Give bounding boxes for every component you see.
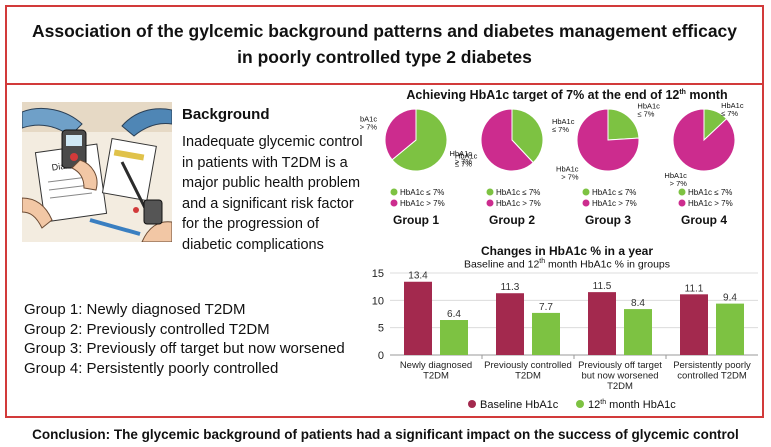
pie-group-label: Group 1	[393, 213, 439, 227]
legend-swatch-12th-month	[576, 400, 584, 408]
bar-12th-month	[440, 320, 468, 355]
bar-baseline	[680, 294, 708, 355]
y-tick-label: 15	[372, 268, 384, 280]
pie-group-label: Group 3	[585, 213, 631, 227]
bar-value-baseline: 13.4	[408, 271, 428, 282]
pie-slice-gt7	[480, 108, 534, 172]
title-banner: Association of the gylcemic background p…	[5, 5, 764, 85]
title-line-1: Association of the gylcemic background p…	[31, 21, 738, 41]
bar-baseline	[496, 293, 524, 355]
pie-slice-le7	[607, 108, 640, 141]
legend-label-le7: HbA1c ≤ 7%	[496, 188, 540, 197]
legend-label-gt7: HbA1c > 7%	[400, 199, 445, 208]
bar-chart: 0 5 10 15 13.4 6.4 Newly diagnosed T2DM 11.3 7.7 P…	[372, 268, 758, 411]
bar-chart-title: Changes in HbA1c % in a year	[480, 244, 654, 258]
legend-swatch-gt7	[486, 199, 494, 207]
y-tick-label: 5	[378, 323, 384, 335]
x-category-label: Previously controlled T2DM	[484, 360, 572, 382]
pie-label-le7: HbA1c ≤ 7%	[721, 101, 744, 118]
pie-label-le7: HbA1c ≤ 7%	[455, 151, 478, 168]
pie-group-label: Group 4	[681, 213, 727, 227]
group-item: Group 4: Persistently poorly controlled	[24, 359, 279, 377]
pie-chart-title: Achieving HbA1c target of 7% at the end …	[406, 88, 728, 102]
bar-12th-month	[716, 303, 744, 355]
legend-label-gt7: HbA1c > 7%	[592, 199, 637, 208]
y-tick-label: 0	[378, 350, 384, 362]
bar-value-12th-month: 7.7	[539, 302, 553, 313]
x-category-label: Persistently poorly controlled T2DM	[673, 360, 751, 382]
pie-label-gt7: HbA1c> 7%	[664, 171, 687, 188]
pie-slice-le7	[391, 108, 448, 172]
bar-value-baseline: 11.3	[501, 282, 520, 293]
bar-value-baseline: 11.5	[593, 281, 612, 292]
pie-slice-gt7	[576, 108, 640, 172]
pie-label-gt7: HbA1c> 7%	[450, 149, 473, 166]
pie-label-le7: HbA1c ≤ 7%	[637, 102, 660, 119]
legend-swatch-le7	[390, 188, 398, 196]
bar-12th-month	[624, 309, 652, 355]
title-line-2: in poorly controlled type 2 diabetes	[237, 47, 532, 67]
pie-label-gt7: HbA1c> 7%	[360, 115, 377, 132]
bar-12th-month	[532, 312, 560, 355]
page-title: Association of the gylcemic background p…	[32, 18, 737, 70]
pie-charts: HbA1c≤ 7%HbA1c> 7%HbA1c ≤ 7%HbA1c > 7%Gr…	[360, 101, 744, 227]
x-category-label: Newly diagnosed T2DM	[400, 360, 472, 382]
legend-label-baseline: Baseline HbA1c	[480, 399, 559, 411]
bar-baseline	[588, 292, 616, 355]
legend-label-12th-month: 12th month HbA1c	[588, 399, 676, 411]
bar-value-12th-month: 9.4	[723, 293, 737, 304]
x-category-label: Previously off target but now worsened T2D…	[578, 360, 662, 392]
legend-label-le7: HbA1c ≤ 7%	[592, 188, 636, 197]
legend-swatch-baseline	[468, 400, 476, 408]
bar-chart-subtitle: Baseline and 12th month HbA1c % in group…	[463, 258, 671, 271]
legend-swatch-le7	[582, 188, 590, 196]
pie-slice-gt7	[672, 108, 736, 172]
y-tick-label: 10	[372, 295, 384, 307]
legend-label-le7: HbA1c ≤ 7%	[688, 188, 732, 197]
group-item: Group 1: Newly diagnosed T2DM	[24, 301, 246, 318]
pie-group-label: Group 2	[489, 213, 535, 227]
conclusion-text: Conclusion: The glycemic background of p…	[32, 427, 739, 442]
background-text: Inadequate glycemic control in patients …	[182, 134, 363, 253]
legend-swatch-le7	[678, 188, 686, 196]
group-item: Group 2: Previously controlled T2DM	[24, 320, 270, 338]
legend-swatch-gt7	[678, 199, 686, 207]
bar-value-12th-month: 6.4	[447, 309, 461, 320]
content-frame	[5, 5, 764, 418]
bar-value-12th-month: 8.4	[631, 298, 645, 309]
group-list: Group 1: Newly diagnosed T2DM Group 2: P…	[24, 300, 345, 378]
bar-value-baseline: 11.1	[685, 283, 704, 294]
legend-swatch-gt7	[390, 199, 398, 207]
pie-label-le7: HbA1c ≤ 7%	[552, 117, 575, 134]
legend-swatch-gt7	[582, 199, 590, 207]
legend-label-le7: HbA1c ≤ 7%	[400, 188, 444, 197]
pie-label-gt7: HbA1c> 7%	[556, 164, 579, 181]
legend-swatch-le7	[486, 188, 494, 196]
legend-label-gt7: HbA1c > 7%	[688, 199, 733, 208]
diabetes-illustration: Diabetes	[22, 102, 172, 242]
pie-slice-le7	[511, 108, 544, 164]
pie-slice-gt7	[384, 108, 417, 161]
group-item: Group 3: Previously off target but now w…	[24, 340, 345, 357]
legend-label-gt7: HbA1c > 7%	[496, 199, 541, 208]
background-title: Background	[182, 106, 270, 123]
bar-baseline	[404, 281, 432, 355]
